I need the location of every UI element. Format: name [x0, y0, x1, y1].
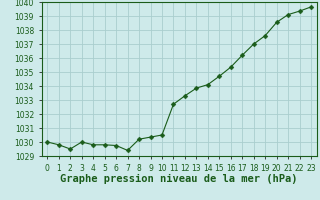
X-axis label: Graphe pression niveau de la mer (hPa): Graphe pression niveau de la mer (hPa) — [60, 174, 298, 184]
